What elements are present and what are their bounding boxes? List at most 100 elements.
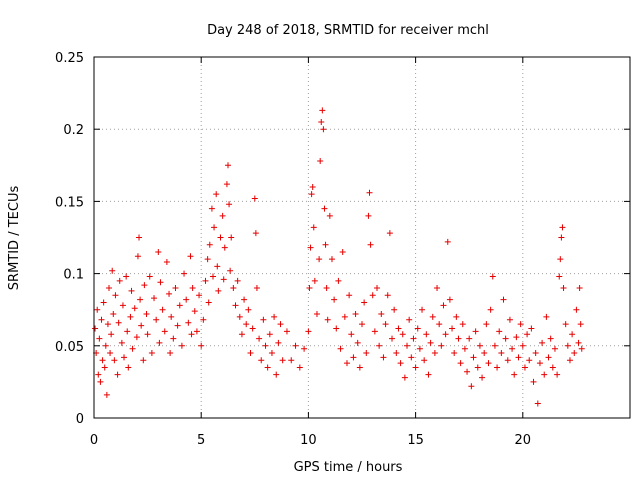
data-point [296,364,303,371]
data-point [288,357,295,364]
data-point [241,296,248,303]
data-point [466,335,473,342]
data-point [157,279,164,286]
data-point [243,321,250,328]
x-tick-label: 5 [197,433,205,448]
data-point [425,371,432,378]
data-point [121,354,128,361]
data-point [560,285,567,292]
data-point [268,350,275,357]
data-point [421,357,428,364]
data-point [220,276,227,283]
data-point [498,350,505,357]
data-point [369,292,376,299]
data-point [185,319,192,326]
data-point [148,350,155,357]
data-point [431,350,438,357]
grid [94,57,630,418]
data-point [125,364,132,371]
data-point [114,371,121,378]
data-point [321,205,328,212]
data-point [204,256,211,263]
data-point [489,273,496,280]
data-point [116,277,123,284]
data-point [419,306,426,313]
data-point [451,350,458,357]
data-point [232,302,239,309]
data-point [128,287,135,294]
data-point [573,306,580,313]
data-point [103,391,110,398]
data-point [193,328,200,335]
data-point [455,335,462,342]
data-point [348,331,355,338]
data-point [277,321,284,328]
data-point [483,321,490,328]
data-point [549,364,556,371]
data-point [196,292,203,299]
data-point [219,212,226,219]
y-axis-label: SRMTID / TECUs [7,186,22,291]
data-point [253,285,260,292]
data-point [539,339,546,346]
data-point [506,316,513,323]
data-point [389,335,396,342]
data-point [167,350,174,357]
data-point [436,321,443,328]
data-point [202,277,209,284]
data-point [545,354,552,361]
data-point [256,335,263,342]
data-points [92,107,585,407]
data-point [320,126,327,133]
data-point [221,244,228,251]
data-point [517,321,524,328]
data-point [227,267,234,274]
data-point [556,273,563,280]
data-point [138,322,145,329]
x-axis-label: GPS time / hours [294,460,403,475]
data-point [468,383,475,390]
data-point [449,325,456,332]
data-point [416,345,423,352]
data-point [461,345,468,352]
data-point [275,339,282,346]
data-point [311,277,318,284]
data-point [410,335,417,342]
data-point [472,328,479,335]
data-point [172,285,179,292]
data-point [352,311,359,318]
data-point [524,331,531,338]
data-point [551,345,558,352]
data-point [500,296,507,303]
data-point [308,191,315,198]
data-point [446,296,453,303]
data-point [481,350,488,357]
data-point [134,253,141,260]
data-point [306,285,313,292]
data-point [459,321,466,328]
data-point [101,364,108,371]
data-point [554,371,561,378]
data-point [558,234,565,241]
data-point [374,285,381,292]
data-point [575,339,582,346]
data-point [532,350,539,357]
data-point [245,306,252,313]
data-point [577,321,584,328]
data-point [159,306,166,313]
data-point [118,339,125,346]
data-point [234,277,241,284]
data-point [487,306,494,313]
data-point [359,321,365,328]
data-point [166,290,173,297]
data-point [397,360,404,367]
data-point [252,230,259,237]
data-point [323,285,330,292]
data-point [151,295,158,302]
data-point [292,342,299,349]
data-point [102,342,109,349]
data-point [361,299,368,306]
data-point [457,360,464,367]
data-point [217,234,224,241]
data-point [124,328,131,335]
